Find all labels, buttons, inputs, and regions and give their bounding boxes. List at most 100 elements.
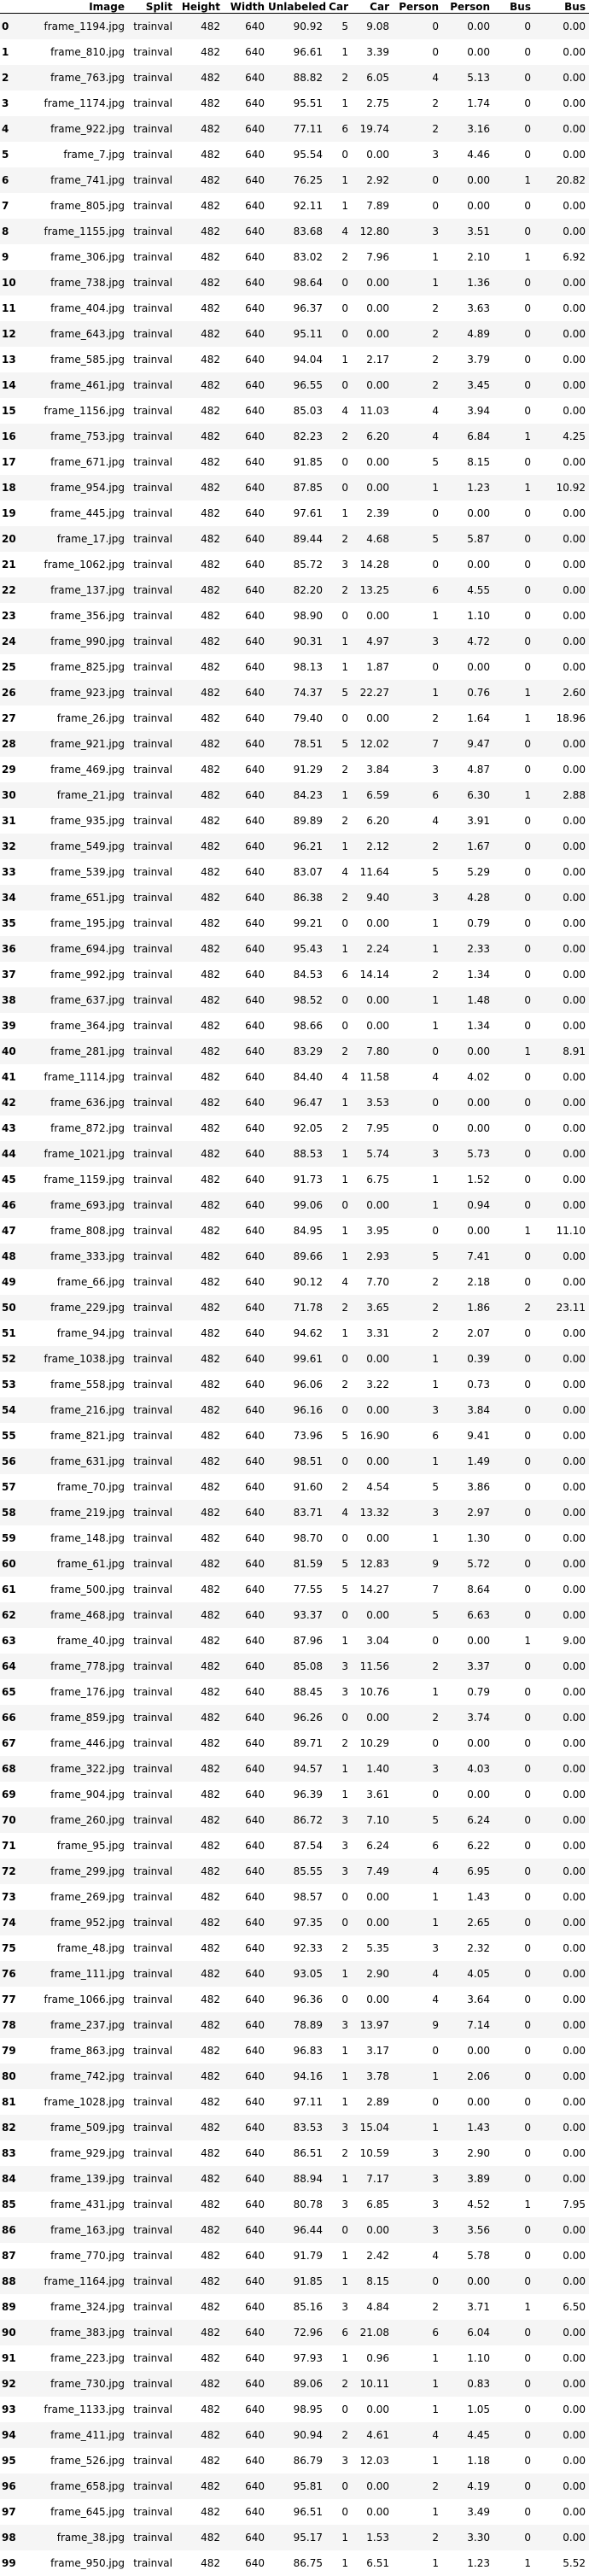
table-cell: 1 (341, 942, 348, 955)
table-cell: frame_356.jpg (50, 609, 125, 622)
table-row: 23 frame_356.jpg trainval 482 640 98.90 0 0.00 1… (0, 602, 589, 629)
table-cell: 0.83 (467, 2377, 490, 2390)
table-cell: trainval (133, 1531, 172, 1544)
table-row: 58 frame_219.jpg trainval 482 640 83.71 4 13.32… (0, 1499, 589, 1525)
row-index: 29 (2, 763, 16, 776)
table-cell: 0 (524, 122, 531, 135)
table-cell: 0.00 (563, 1941, 586, 1954)
table-cell: 2 (432, 122, 439, 135)
table-cell: 0 (524, 814, 531, 827)
table-cell: trainval (133, 2121, 172, 2134)
table-cell: 0.00 (563, 2428, 586, 2441)
table-cell: 10.76 (359, 1685, 389, 1698)
table-cell: 1 (341, 2044, 348, 2057)
table-cell: 640 (245, 2428, 265, 2441)
table-cell: 4 (432, 1967, 439, 1980)
table-cell: 640 (245, 1736, 265, 1749)
table-cell: frame_1028.jpg (44, 2095, 125, 2108)
table-cell: 1 (432, 481, 439, 494)
table-cell: 1 (341, 2172, 348, 2185)
table-cell: 2 (341, 2428, 348, 2441)
table-cell: 7.10 (366, 1813, 389, 1826)
table-cell: 96.39 (293, 1788, 323, 1800)
table-cell: 640 (245, 250, 265, 263)
table-cell: 3.17 (366, 2044, 389, 2057)
table-cell: 0 (524, 353, 531, 366)
row-index: 75 (2, 1941, 16, 1954)
table-cell: 77.55 (293, 1583, 323, 1595)
table-cell: trainval (133, 609, 172, 622)
table-row: 16 frame_753.jpg trainval 482 640 82.23 2 6.20 4… (0, 423, 589, 449)
table-cell: 2 (432, 1660, 439, 1672)
table-cell: 3 (341, 2121, 348, 2134)
table-cell: 0 (524, 993, 531, 1006)
table-cell: 89.06 (293, 2377, 323, 2390)
table-cell: trainval (133, 916, 172, 929)
table-cell: frame_1021.jpg (44, 1147, 125, 1160)
table-row: 6 frame_741.jpg trainval 482 640 76.25 1 2.92 0 0… (0, 167, 589, 193)
table-cell: 482 (201, 1916, 220, 1929)
table-cell: 1.30 (467, 1531, 490, 1544)
table-cell: 0 (524, 1813, 531, 1826)
table-cell: 482 (201, 1301, 220, 1314)
table-cell: 0 (524, 609, 531, 622)
table-cell: 482 (201, 1762, 220, 1775)
table-cell: 640 (245, 686, 265, 699)
table-cell: 640 (245, 1096, 265, 1109)
column-header: Width (224, 0, 268, 14)
table-cell: frame_509.jpg (50, 2121, 125, 2134)
table-cell: 71.78 (293, 1301, 323, 1314)
table-cell: trainval (133, 71, 172, 84)
table-row: 7 frame_805.jpg trainval 482 640 92.11 1 7.89 0 0… (0, 192, 589, 219)
table-cell: 1.23 (467, 481, 490, 494)
table-cell: 1 (341, 1326, 348, 1339)
table-cell: 2.18 (467, 1275, 490, 1288)
table-cell: 0 (524, 1916, 531, 1929)
table-cell: 1 (341, 660, 348, 673)
table-cell: 482 (201, 1224, 220, 1237)
table-cell: 640 (245, 2377, 265, 2390)
table-row: 18 frame_954.jpg trainval 482 640 87.85 0 0.00 1… (0, 474, 589, 501)
table-cell: 3 (341, 1865, 348, 1877)
table-cell: 2.39 (366, 506, 389, 519)
table-cell: 97.35 (293, 1916, 323, 1929)
table-row: 21 frame_1062.jpg trainval 482 640 85.72 3 14.2… (0, 551, 589, 577)
table-cell: 640 (245, 1045, 265, 1057)
table-cell: 0 (524, 2274, 531, 2287)
table-cell: 0.00 (563, 45, 586, 58)
row-index: 13 (2, 353, 16, 366)
table-cell: 0.00 (467, 2274, 490, 2287)
table-cell: frame_1038.jpg (44, 1352, 125, 1365)
row-index: 73 (2, 1890, 16, 1903)
column-header: Person (442, 0, 493, 14)
table-cell: trainval (133, 1378, 172, 1390)
table-cell: 482 (201, 814, 220, 827)
table-cell: 0 (524, 1865, 531, 1877)
table-cell: trainval (133, 1429, 172, 1442)
table-cell: 482 (201, 942, 220, 955)
table-cell: trainval (133, 2531, 172, 2544)
table-cell: 0.00 (467, 2095, 490, 2108)
table-cell: trainval (133, 1865, 172, 1877)
table-cell: 92.05 (293, 1121, 323, 1134)
table-cell: 640 (245, 1301, 265, 1314)
row-index: 83 (2, 2146, 16, 2159)
table-row: 17 frame_671.jpg trainval 482 640 91.85 0 0.00 5… (0, 448, 589, 475)
table-cell: 1.74 (467, 97, 490, 109)
table-cell: 0 (524, 1198, 531, 1211)
table-cell: frame_322.jpg (50, 1762, 125, 1775)
table-cell: 0.00 (563, 2403, 586, 2415)
table-cell: trainval (133, 968, 172, 981)
row-index: 88 (2, 2274, 16, 2287)
table-cell: 1 (341, 2556, 348, 2569)
table-cell: 482 (201, 1147, 220, 1160)
table-cell: 640 (245, 1865, 265, 1877)
table-cell: 1.10 (467, 609, 490, 622)
table-cell: 2 (341, 2377, 348, 2390)
table-cell: 84.95 (293, 1224, 323, 1237)
table-cell: 0.00 (366, 276, 389, 289)
table-cell: trainval (133, 1916, 172, 1929)
table-cell: 3.22 (366, 1378, 389, 1390)
table-cell: frame_445.jpg (50, 506, 125, 519)
table-row: 70 frame_260.jpg trainval 482 640 86.72 3 7.10 5… (0, 1806, 589, 1833)
